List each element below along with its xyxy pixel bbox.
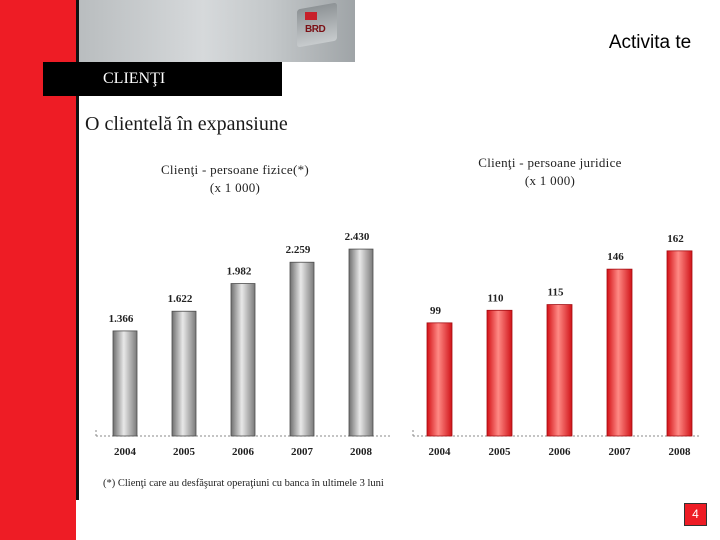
page-title: O clientelă în expansiune: [85, 113, 288, 135]
bar-2004: [112, 330, 138, 437]
header-photo: BRD: [79, 0, 355, 62]
value-label: 146: [607, 251, 624, 263]
category-label: 2008: [669, 446, 692, 458]
category-label: 2007: [609, 446, 632, 458]
bar-2007: [606, 268, 633, 437]
footnote: (*) Clienţi care au desfăşurat operaţiun…: [103, 478, 384, 489]
chart-subtitle-text: (x 1 000): [524, 173, 576, 188]
category-label: 2005: [489, 446, 512, 458]
chart-title-text: Clienţi - persoane fizice(*): [160, 162, 310, 177]
category-label: 2006: [232, 446, 255, 458]
photo-brand-text: BRD: [305, 24, 326, 35]
bar-2005: [486, 309, 513, 437]
category-label: 2005: [173, 446, 196, 458]
bar-2006: [546, 304, 573, 437]
vertical-divider: [76, 0, 79, 500]
value-label: 1.982: [227, 266, 252, 278]
category-label: 2008: [350, 446, 373, 458]
category-label: 2004: [429, 446, 452, 458]
page-number: 4: [684, 503, 707, 526]
bar-2004: [426, 322, 453, 437]
chart-title-text: Clienţi - persoane juridice: [478, 155, 622, 170]
bank-logo-icon: [305, 12, 317, 20]
value-label: 1.622: [168, 293, 193, 305]
value-label: 2.430: [345, 231, 370, 243]
bar-2008: [666, 250, 693, 437]
category-label: 2007: [291, 446, 314, 458]
bar-2008: [348, 248, 374, 437]
value-label: 99: [430, 305, 442, 317]
value-label: 110: [488, 292, 504, 304]
bar-2006: [230, 283, 256, 437]
bar-2005: [171, 310, 197, 437]
chart-title-companies: Clienţi - persoane juridice (x 1 000): [430, 154, 670, 190]
value-label: 2.259: [286, 244, 311, 256]
value-label: 115: [548, 287, 564, 299]
category-label: 2006: [549, 446, 572, 458]
activity-title: Activita te: [608, 32, 692, 53]
chart-title-individuals: Clienţi - persoane fizice(*) (x 1 000): [100, 161, 370, 197]
category-label: 2004: [114, 446, 137, 458]
value-label: 1.366: [109, 313, 134, 325]
bar-2007: [289, 261, 315, 437]
chart-subtitle-text: (x 1 000): [209, 180, 261, 195]
value-label: 162: [667, 233, 684, 245]
section-label: CLIENŢI: [43, 62, 282, 96]
